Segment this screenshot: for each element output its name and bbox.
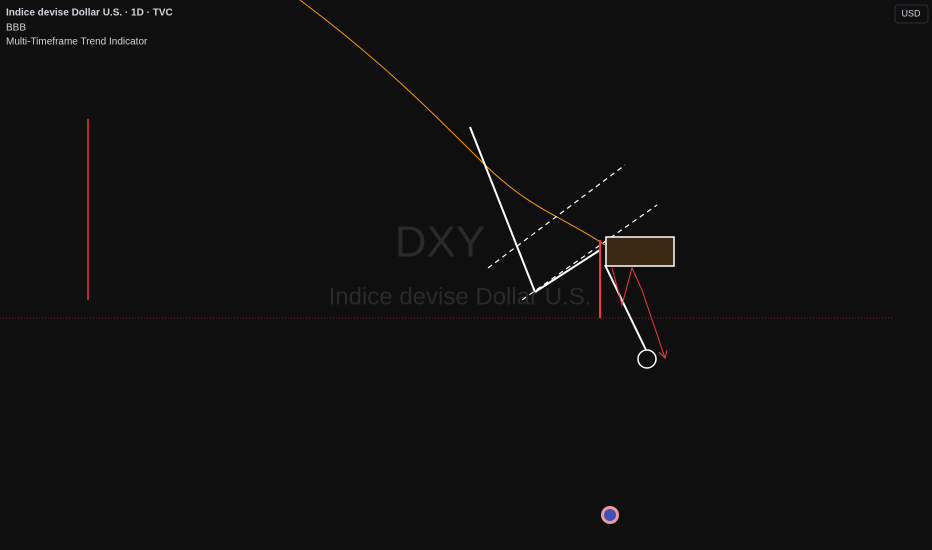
projection-box bbox=[605, 236, 675, 267]
watermark: DXY Indice devise Dollar U.S. bbox=[329, 218, 592, 311]
icon-inner[interactable] bbox=[604, 509, 616, 521]
indicator: BBB bbox=[6, 23, 26, 34]
target-circle bbox=[637, 349, 657, 369]
currency-label[interactable]: USD bbox=[901, 8, 921, 18]
channel-line bbox=[521, 204, 658, 301]
drawings bbox=[0, 0, 893, 369]
indicator: Multi-Timeframe Trend Indicator bbox=[6, 37, 148, 48]
orange-curve bbox=[299, 0, 606, 246]
trend-line bbox=[534, 249, 601, 293]
channel-line bbox=[487, 164, 626, 269]
symbol-title: Indice devise Dollar U.S. · 1D · TVC bbox=[6, 8, 173, 19]
watermark-symbol: DXY bbox=[395, 218, 485, 267]
red-arrowhead bbox=[658, 349, 668, 359]
calendar-icon[interactable] bbox=[601, 506, 619, 524]
currency-button[interactable] bbox=[894, 4, 929, 24]
arrow-line bbox=[604, 264, 647, 351]
price-axis bbox=[893, 0, 932, 550]
watermark-name: Indice devise Dollar U.S. bbox=[329, 283, 592, 310]
red-path bbox=[611, 266, 666, 359]
trend-line bbox=[469, 126, 536, 293]
